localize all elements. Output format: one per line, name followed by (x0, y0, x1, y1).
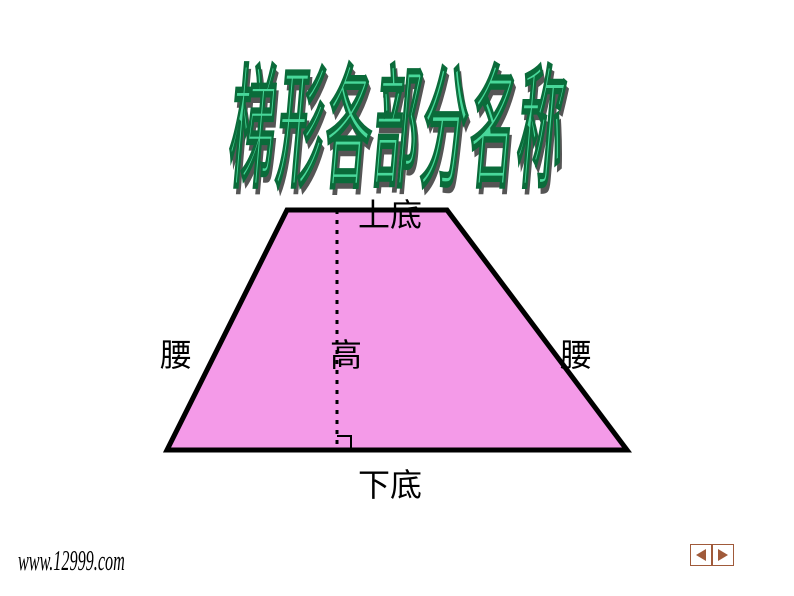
label-left-leg: 腰 (160, 330, 192, 376)
label-height: 高 (330, 330, 362, 376)
title-text: 梯形各部分名称 (227, 23, 563, 214)
trapezoid-shape (167, 210, 627, 450)
watermark-url: www.12999.com (18, 544, 125, 578)
nav-prev[interactable] (690, 544, 712, 566)
label-right-leg: 腰 (560, 330, 592, 376)
label-bottom: 下底 (358, 460, 422, 506)
arrow-right-icon (718, 549, 728, 561)
label-top: 上底 (358, 190, 422, 236)
nav-next[interactable] (712, 544, 734, 566)
arrow-left-icon (696, 549, 706, 561)
nav-arrows[interactable] (690, 544, 734, 566)
